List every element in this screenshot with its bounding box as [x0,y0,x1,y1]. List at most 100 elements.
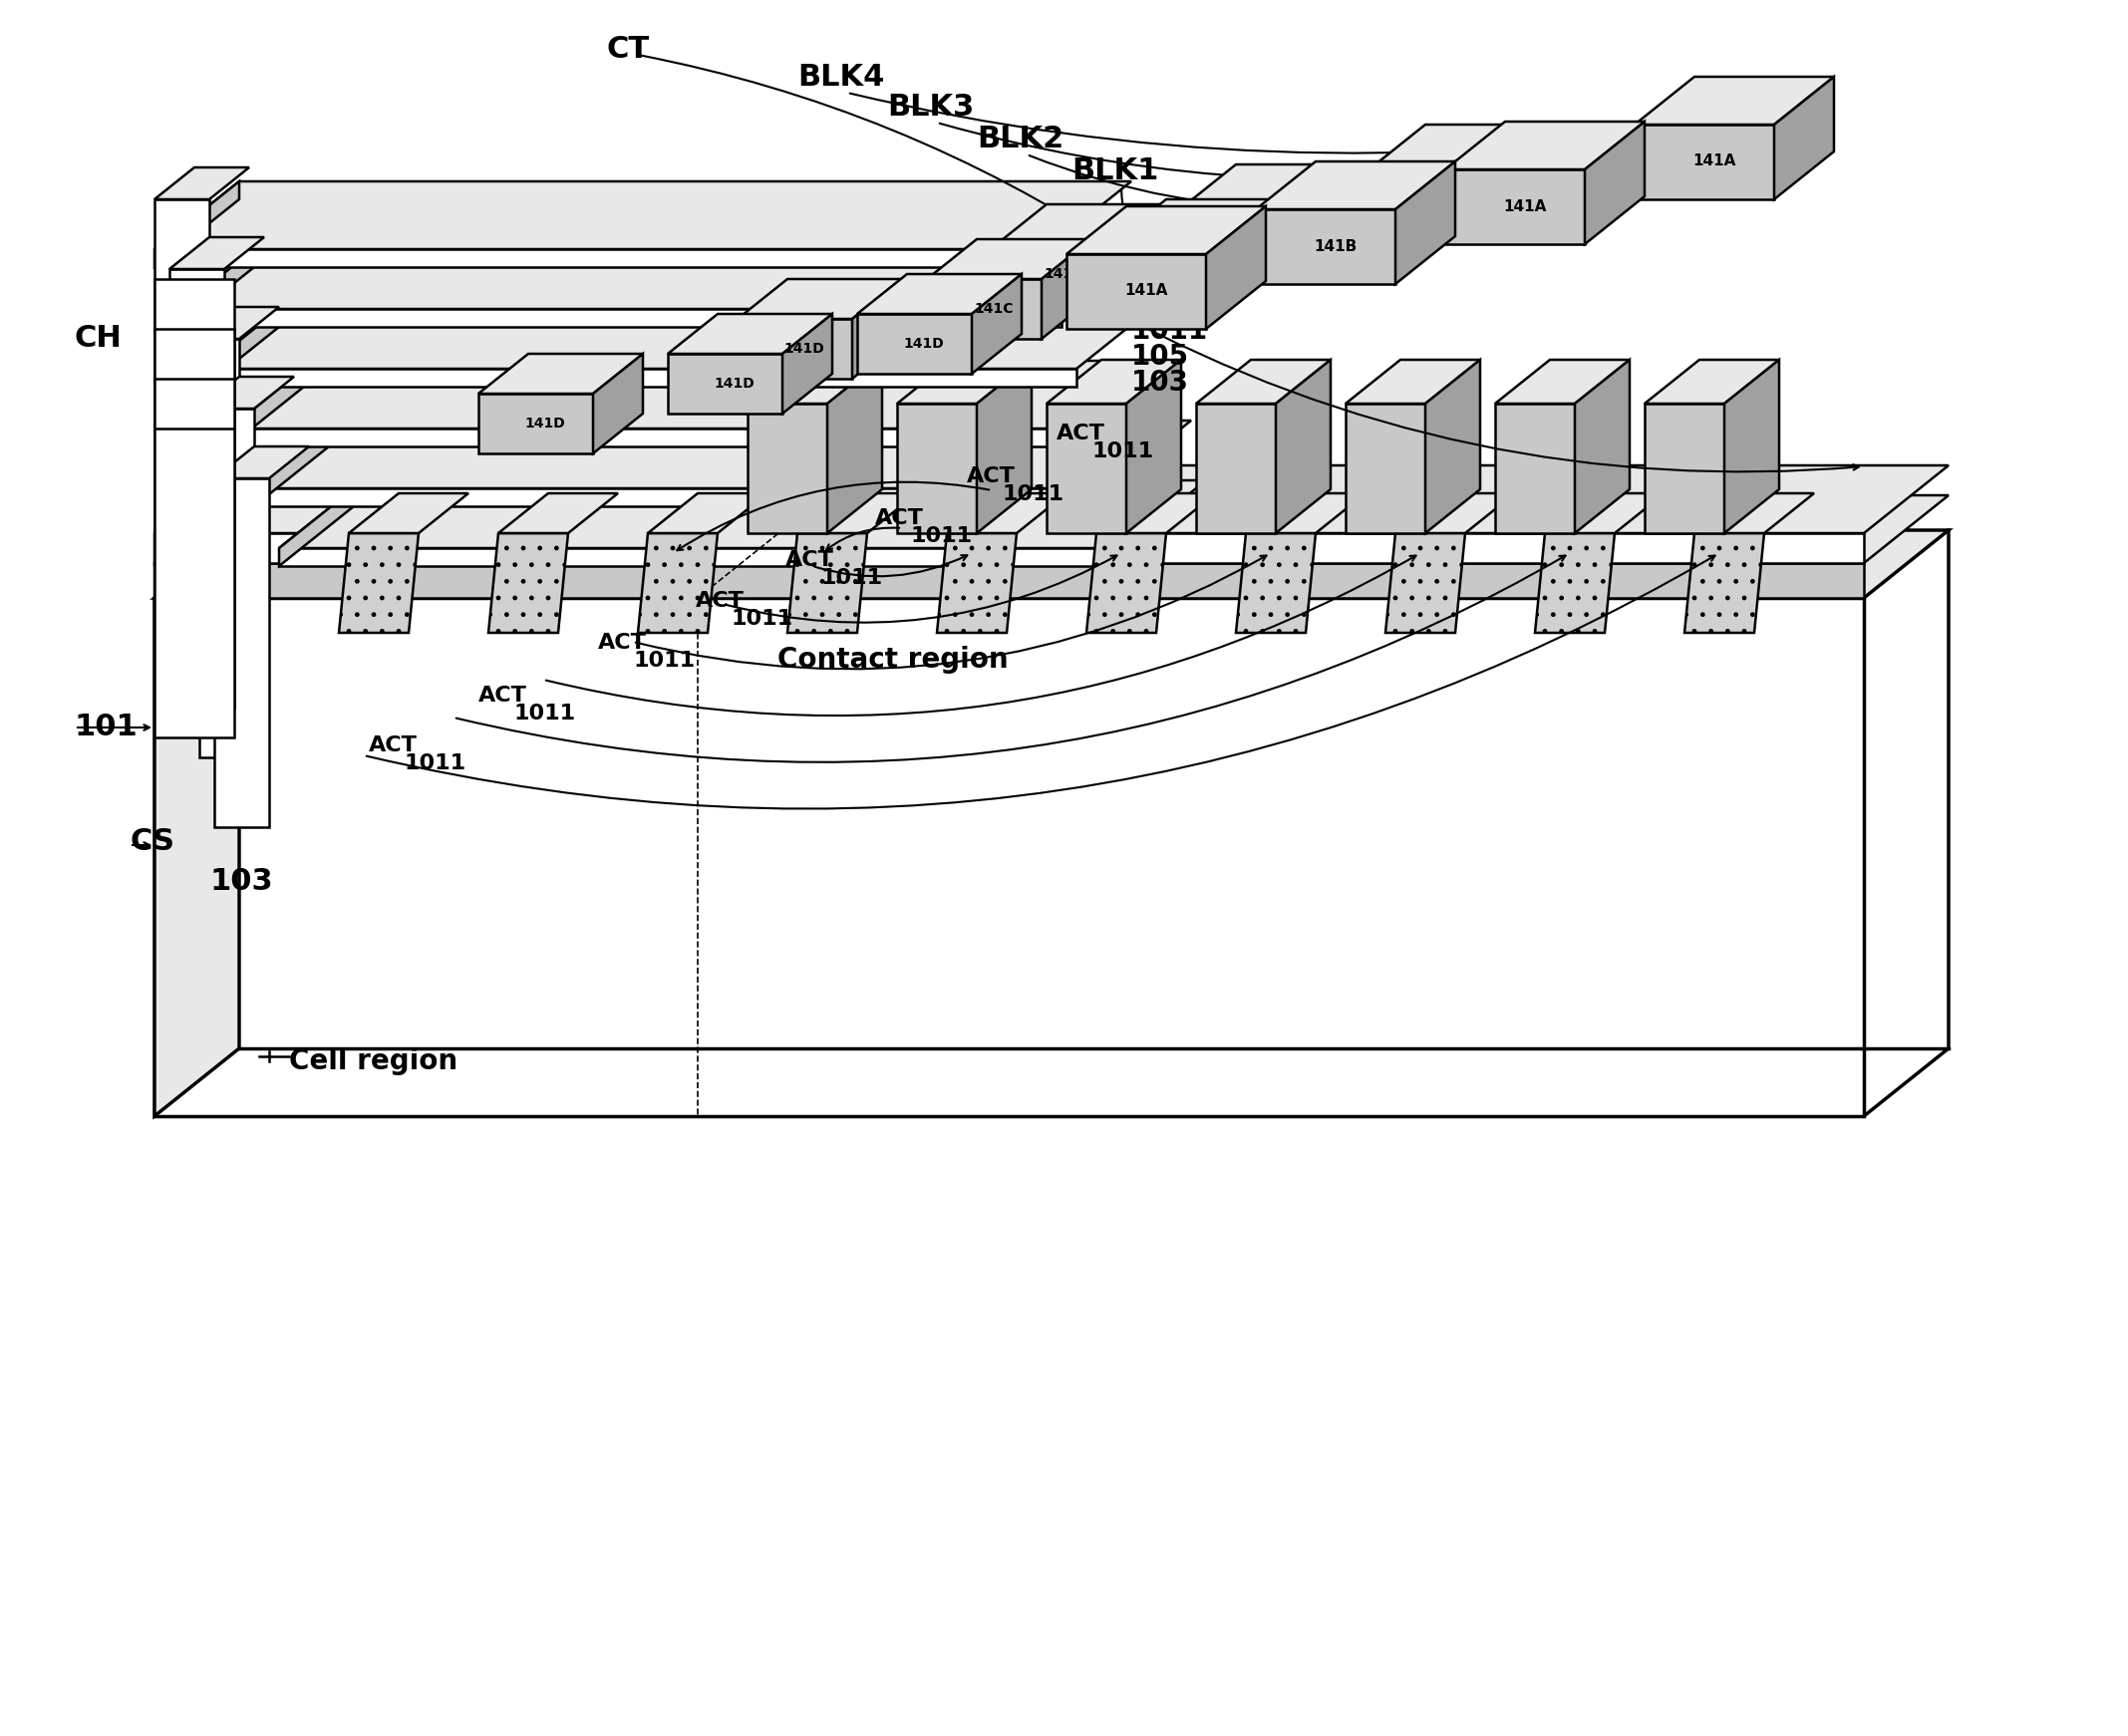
Polygon shape [200,377,294,408]
Polygon shape [1041,240,1092,339]
Polygon shape [977,359,1032,533]
Polygon shape [1585,122,1645,245]
Text: CH: CH [74,325,121,354]
Text: Contact region: Contact region [777,646,1009,674]
Polygon shape [851,279,902,378]
Polygon shape [747,403,828,533]
Text: BLK1: BLK1 [1073,156,1158,186]
Polygon shape [155,529,1949,597]
Polygon shape [215,479,268,826]
Polygon shape [1087,533,1166,634]
Polygon shape [1117,240,1230,299]
Polygon shape [1256,161,1456,210]
Text: 1011: 1011 [632,651,696,670]
Text: 1011: 1011 [911,526,972,547]
Text: CS: CS [130,828,174,856]
Polygon shape [1496,359,1630,403]
Polygon shape [155,465,238,562]
Polygon shape [647,493,768,533]
Polygon shape [279,481,364,566]
Text: BLK4: BLK4 [798,62,885,92]
Text: 141C: 141C [1234,227,1273,241]
Polygon shape [1196,403,1277,533]
Polygon shape [928,240,1092,279]
Polygon shape [1185,165,1351,205]
Polygon shape [179,241,1147,309]
Polygon shape [1685,533,1764,634]
Text: 141A: 141A [1502,200,1547,214]
Polygon shape [204,300,289,387]
Polygon shape [1236,533,1315,634]
Polygon shape [747,359,883,403]
Text: 141A: 141A [1124,283,1168,299]
Polygon shape [1230,200,1281,299]
Polygon shape [1645,403,1724,533]
Polygon shape [1117,200,1281,240]
Polygon shape [1375,165,1490,224]
Polygon shape [179,241,264,326]
Polygon shape [155,378,234,708]
Polygon shape [230,361,1177,429]
Polygon shape [1375,125,1541,165]
Polygon shape [489,533,568,634]
Polygon shape [668,354,783,413]
Polygon shape [1645,359,1779,403]
Polygon shape [155,429,234,738]
Polygon shape [253,420,1192,488]
Text: 1011: 1011 [1092,441,1153,462]
Text: ACT: ACT [696,590,745,611]
Polygon shape [858,274,1021,314]
Polygon shape [972,274,1021,373]
Polygon shape [1496,403,1575,533]
Polygon shape [1396,161,1456,285]
Polygon shape [279,549,1121,566]
Polygon shape [1396,493,1515,533]
Polygon shape [947,493,1066,533]
Polygon shape [1245,493,1366,533]
Polygon shape [338,533,419,634]
Polygon shape [179,309,1062,326]
Polygon shape [155,167,249,200]
Polygon shape [936,533,1017,634]
Text: 141C: 141C [975,302,1013,316]
Polygon shape [898,359,1032,403]
Polygon shape [738,319,851,378]
Polygon shape [1047,359,1181,403]
Text: BLK2: BLK2 [977,125,1064,155]
Polygon shape [668,314,832,354]
Text: ACT: ACT [966,467,1015,486]
Polygon shape [1256,210,1396,285]
Polygon shape [155,181,238,267]
Polygon shape [1694,493,1813,533]
Polygon shape [279,481,1207,549]
Polygon shape [828,359,883,533]
Polygon shape [1066,207,1266,253]
Text: CT: CT [606,35,649,64]
Polygon shape [1066,253,1207,328]
Polygon shape [170,269,223,618]
Polygon shape [1445,122,1645,170]
Polygon shape [638,533,717,634]
Text: 141D: 141D [715,377,755,391]
Polygon shape [1775,76,1834,200]
Polygon shape [1196,359,1330,403]
Polygon shape [215,446,309,479]
Text: 141D: 141D [783,342,826,356]
Polygon shape [1490,125,1541,224]
Polygon shape [594,354,643,453]
Polygon shape [898,403,977,533]
Text: G: G [1107,290,1132,318]
Polygon shape [498,493,617,533]
Text: 1011: 1011 [1002,484,1064,503]
Polygon shape [155,279,234,648]
Text: 141D: 141D [1422,187,1462,201]
Polygon shape [996,245,1111,304]
Polygon shape [1445,170,1585,245]
Text: ACT: ACT [785,550,834,569]
Polygon shape [155,250,1047,267]
Polygon shape [155,328,234,677]
Polygon shape [155,200,209,549]
Text: ACT: ACT [598,634,647,653]
Text: ACT: ACT [368,736,417,755]
Text: 1011: 1011 [819,568,883,589]
